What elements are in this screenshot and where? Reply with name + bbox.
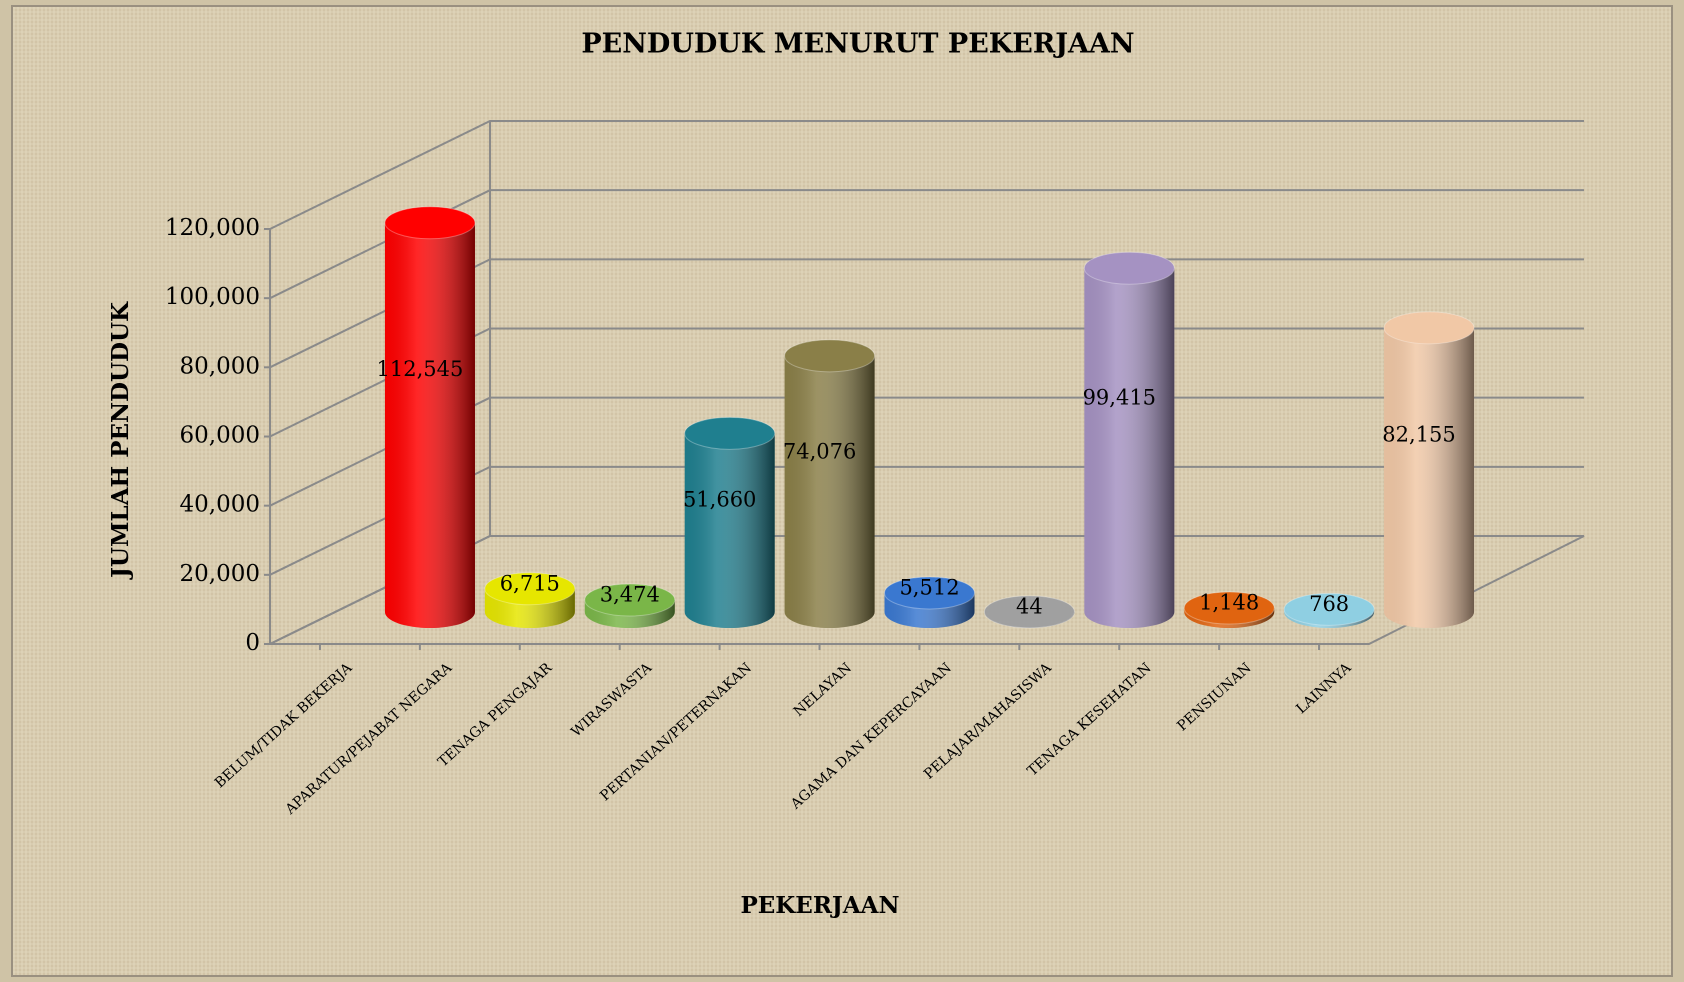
value-label: 112,545: [377, 357, 464, 381]
bar-shade: [684, 433, 775, 628]
bar-shade: [384, 222, 475, 629]
chart-title: PENDUDUK MENURUT PEKERJAAN: [581, 29, 1134, 60]
bar-top: [1083, 251, 1175, 285]
value-label: 768: [1309, 592, 1349, 616]
x-axis-label: PEKERJAAN: [740, 892, 899, 919]
value-label: 6,715: [500, 571, 560, 595]
bar: [384, 206, 476, 629]
bar: [784, 339, 876, 628]
y-axis-label: JUMLAH PENDUDUK: [107, 301, 134, 580]
grid-line: [269, 189, 1584, 300]
value-label: 99,415: [1083, 385, 1156, 409]
grid-line: [269, 396, 1584, 507]
grid-line: [269, 120, 1584, 230]
bar-top: [584, 583, 676, 617]
y-tick-label: 40,000: [180, 492, 260, 518]
grid-line: [269, 535, 1584, 645]
grid-line: [269, 327, 1584, 438]
bar: [1183, 591, 1275, 628]
grid-line: [269, 258, 1584, 369]
y-tick-label: 100,000: [165, 284, 260, 310]
value-label: 51,660: [683, 488, 756, 512]
value-label: 44: [1016, 594, 1043, 618]
value-label: 74,076: [783, 440, 856, 464]
bar-top: [784, 339, 876, 373]
bar-shade: [1384, 327, 1475, 628]
bar: [1083, 251, 1175, 628]
y-tick-label: 60,000: [180, 423, 260, 449]
bar-top: [484, 572, 576, 606]
bar-top: [384, 206, 476, 240]
value-label: 1,148: [1199, 591, 1259, 615]
bar: [684, 416, 776, 628]
bar-top: [1383, 311, 1475, 345]
bar-top: [1183, 591, 1275, 625]
bar: [484, 572, 576, 628]
grid-line: [269, 465, 1584, 576]
value-label: 82,155: [1382, 422, 1455, 446]
y-tick-label: 20,000: [180, 561, 260, 587]
y-tick-label: 80,000: [180, 353, 260, 379]
bar-top: [983, 595, 1075, 629]
y-tick-label: 0: [245, 630, 260, 656]
bar: [1383, 311, 1475, 628]
bar: [1283, 592, 1375, 628]
bar-shade: [784, 355, 875, 628]
bar-top: [884, 576, 975, 610]
bar-top: [1283, 592, 1375, 626]
value-label: 5,512: [899, 575, 959, 599]
bar-shade: [1084, 268, 1175, 628]
bar: [884, 576, 975, 628]
y-tick-label: 120,000: [165, 215, 260, 241]
bar: [584, 583, 676, 628]
bar-top: [684, 416, 776, 450]
bar: [983, 595, 1075, 629]
value-label: 3,474: [600, 582, 660, 606]
